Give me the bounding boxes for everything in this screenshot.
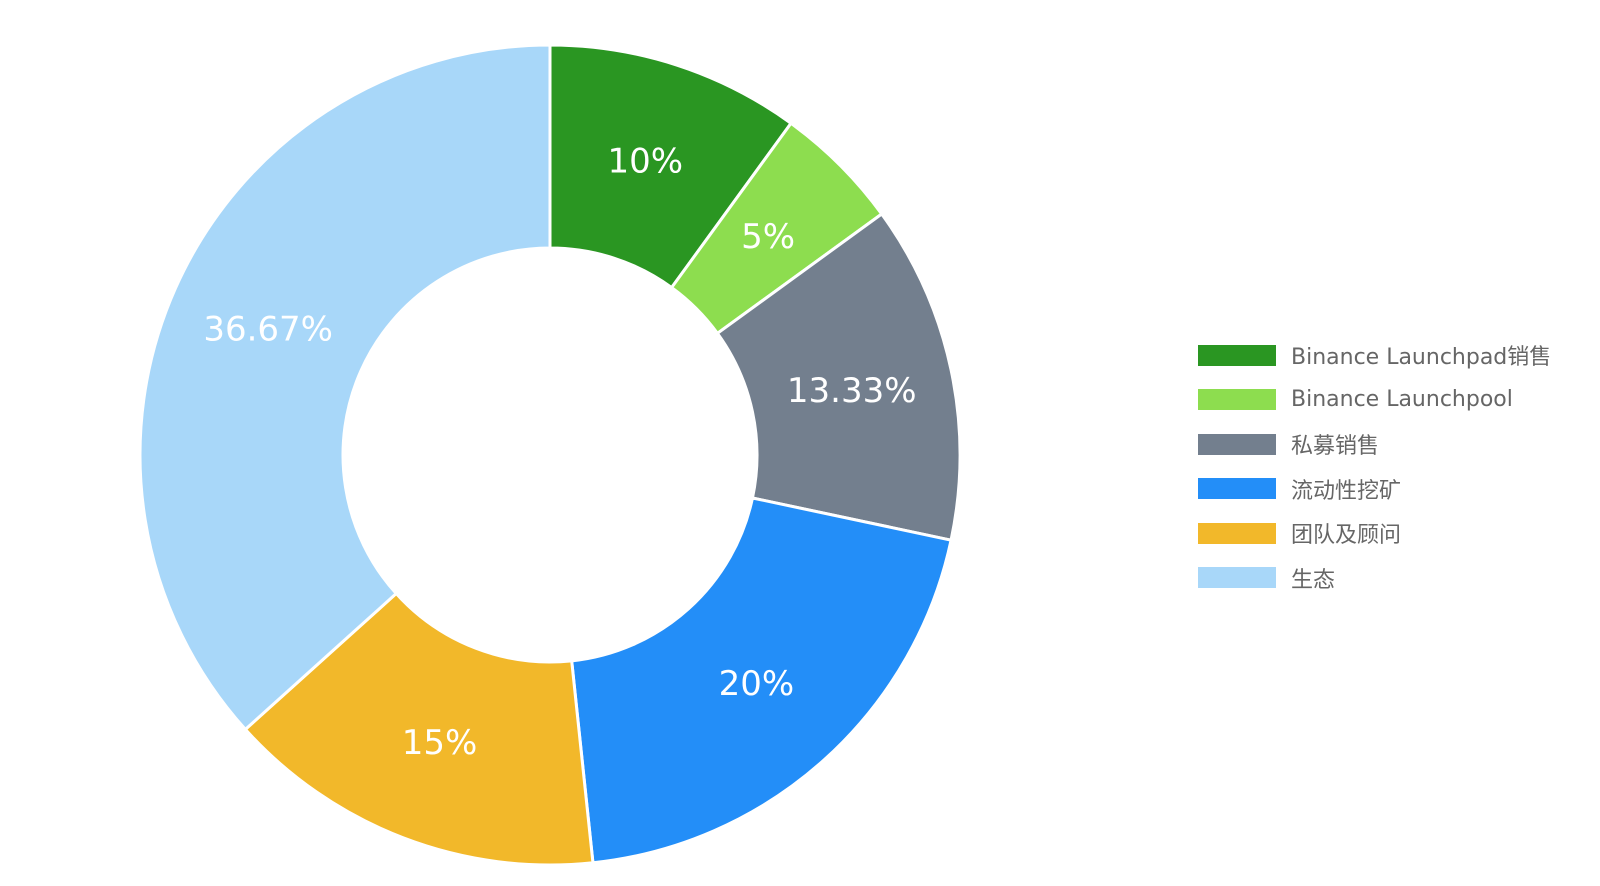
legend-label-0: Binance Launchpad销售: [1291, 345, 1552, 371]
legend-swatch-0: [1198, 344, 1276, 366]
legend-swatch-5: [1198, 567, 1276, 589]
slice-label-1: 5%: [741, 217, 795, 257]
legend-label-2: 私募销售: [1291, 434, 1380, 460]
donut-slices: [138, 43, 962, 867]
legend-label-3: 流动性挖矿: [1291, 478, 1402, 504]
donut-slice-4: [243, 592, 595, 867]
legend-label-1: Binance Launchpool: [1291, 387, 1513, 413]
legend-swatch-3: [1198, 478, 1276, 500]
legend-item-4[interactable]: 团队及顾问: [1198, 511, 1588, 556]
donut-slice-5: [138, 43, 552, 731]
legend-item-2[interactable]: 私募销售: [1198, 422, 1588, 467]
donut-slice-2: [715, 212, 962, 542]
legend-item-1[interactable]: Binance Launchpool: [1198, 378, 1588, 423]
slice-label-3: 20%: [719, 664, 795, 704]
donut-slice-0: [548, 43, 793, 290]
slice-label-0: 10%: [608, 142, 684, 182]
slice-label-2: 13.33%: [787, 371, 917, 411]
legend-item-3[interactable]: 流动性挖矿: [1198, 467, 1588, 512]
slice-label-4: 15%: [402, 723, 478, 763]
donut-slice-3: [570, 496, 953, 865]
slice-labels: 10% 5% 13.33% 20% 15% 36.67%: [203, 142, 916, 763]
legend-item-5[interactable]: 生态: [1198, 556, 1588, 601]
legend-item-0[interactable]: Binance Launchpad销售: [1198, 333, 1588, 378]
legend-swatch-2: [1198, 433, 1276, 455]
chart-legend: Binance Launchpad销售 Binance Launchpool 私募销…: [1198, 333, 1588, 600]
legend-label-5: 生态: [1291, 567, 1336, 593]
legend-swatch-1: [1198, 389, 1276, 411]
legend-label-4: 团队及顾问: [1291, 523, 1402, 549]
slice-label-5: 36.67%: [203, 310, 333, 350]
legend-swatch-4: [1198, 522, 1276, 544]
